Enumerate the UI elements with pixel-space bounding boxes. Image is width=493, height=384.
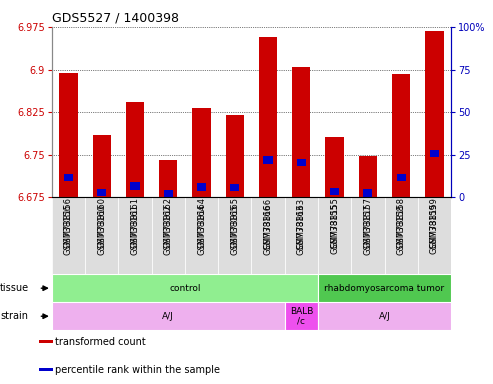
Bar (330, 188, 339, 195)
Bar (418, 197, 451, 274)
Text: GSM738158: GSM738158 (397, 197, 406, 248)
Text: GSM738155: GSM738155 (330, 204, 339, 254)
Bar (385, 197, 418, 274)
Bar (64, 174, 73, 181)
Bar (185, 197, 218, 274)
Text: GSM738162: GSM738162 (164, 204, 173, 255)
Bar (226, 115, 244, 197)
Bar (39, 340, 53, 343)
Bar (59, 73, 77, 197)
Bar (197, 184, 206, 191)
Bar (318, 302, 451, 330)
Bar (85, 197, 118, 274)
Bar (430, 150, 439, 157)
Bar (392, 74, 410, 197)
Text: GSM738158: GSM738158 (397, 204, 406, 255)
Bar (52, 274, 318, 302)
Bar (97, 189, 106, 196)
Text: GSM738163: GSM738163 (297, 197, 306, 248)
Bar (39, 368, 53, 371)
Bar (130, 182, 140, 190)
Bar (318, 197, 352, 274)
Bar (192, 108, 211, 197)
Text: GSM738159: GSM738159 (430, 204, 439, 254)
Text: control: control (169, 284, 201, 293)
Text: tissue: tissue (0, 283, 29, 293)
Text: A/J: A/J (379, 312, 390, 321)
Bar (425, 31, 444, 197)
Text: GSM738165: GSM738165 (230, 197, 239, 248)
Bar (230, 184, 240, 192)
Bar (159, 161, 177, 197)
Bar (396, 174, 406, 181)
Bar (52, 302, 285, 330)
Bar (93, 136, 111, 197)
Text: GSM738160: GSM738160 (97, 197, 106, 248)
Bar (297, 159, 306, 166)
Text: GSM738166: GSM738166 (264, 204, 273, 255)
Text: GSM738157: GSM738157 (363, 197, 372, 248)
Bar (251, 197, 284, 274)
Text: GSM738159: GSM738159 (430, 197, 439, 248)
Text: GSM738161: GSM738161 (131, 204, 140, 255)
Bar (292, 67, 311, 197)
Text: GSM738165: GSM738165 (230, 204, 239, 255)
Bar (285, 302, 318, 330)
Bar (118, 197, 152, 274)
Text: strain: strain (0, 311, 29, 321)
Text: rhabdomyosarcoma tumor: rhabdomyosarcoma tumor (324, 284, 445, 293)
Text: GSM738157: GSM738157 (363, 204, 372, 255)
Text: GSM738164: GSM738164 (197, 197, 206, 248)
Text: GSM738156: GSM738156 (64, 197, 73, 248)
Text: GSM738155: GSM738155 (330, 197, 339, 248)
Text: GSM738156: GSM738156 (64, 204, 73, 255)
Text: GSM738160: GSM738160 (97, 204, 106, 255)
Bar (164, 190, 173, 197)
Bar (263, 156, 273, 164)
Text: transformed count: transformed count (55, 337, 146, 347)
Bar (318, 274, 451, 302)
Text: GSM738163: GSM738163 (297, 204, 306, 255)
Text: percentile rank within the sample: percentile rank within the sample (55, 364, 220, 374)
Bar (363, 189, 373, 197)
Bar (285, 197, 318, 274)
Bar (218, 197, 251, 274)
Text: GSM738162: GSM738162 (164, 197, 173, 248)
Text: A/J: A/J (162, 312, 174, 321)
Bar (52, 197, 85, 274)
Text: BALB
/c: BALB /c (290, 306, 313, 326)
Text: GSM738166: GSM738166 (264, 197, 273, 248)
Text: GDS5527 / 1400398: GDS5527 / 1400398 (52, 11, 179, 24)
Bar (126, 102, 144, 197)
Bar (359, 156, 377, 197)
Bar (352, 197, 385, 274)
Bar (259, 36, 277, 197)
Bar (325, 137, 344, 197)
Text: GSM738164: GSM738164 (197, 204, 206, 255)
Bar (152, 197, 185, 274)
Text: GSM738161: GSM738161 (131, 197, 140, 248)
